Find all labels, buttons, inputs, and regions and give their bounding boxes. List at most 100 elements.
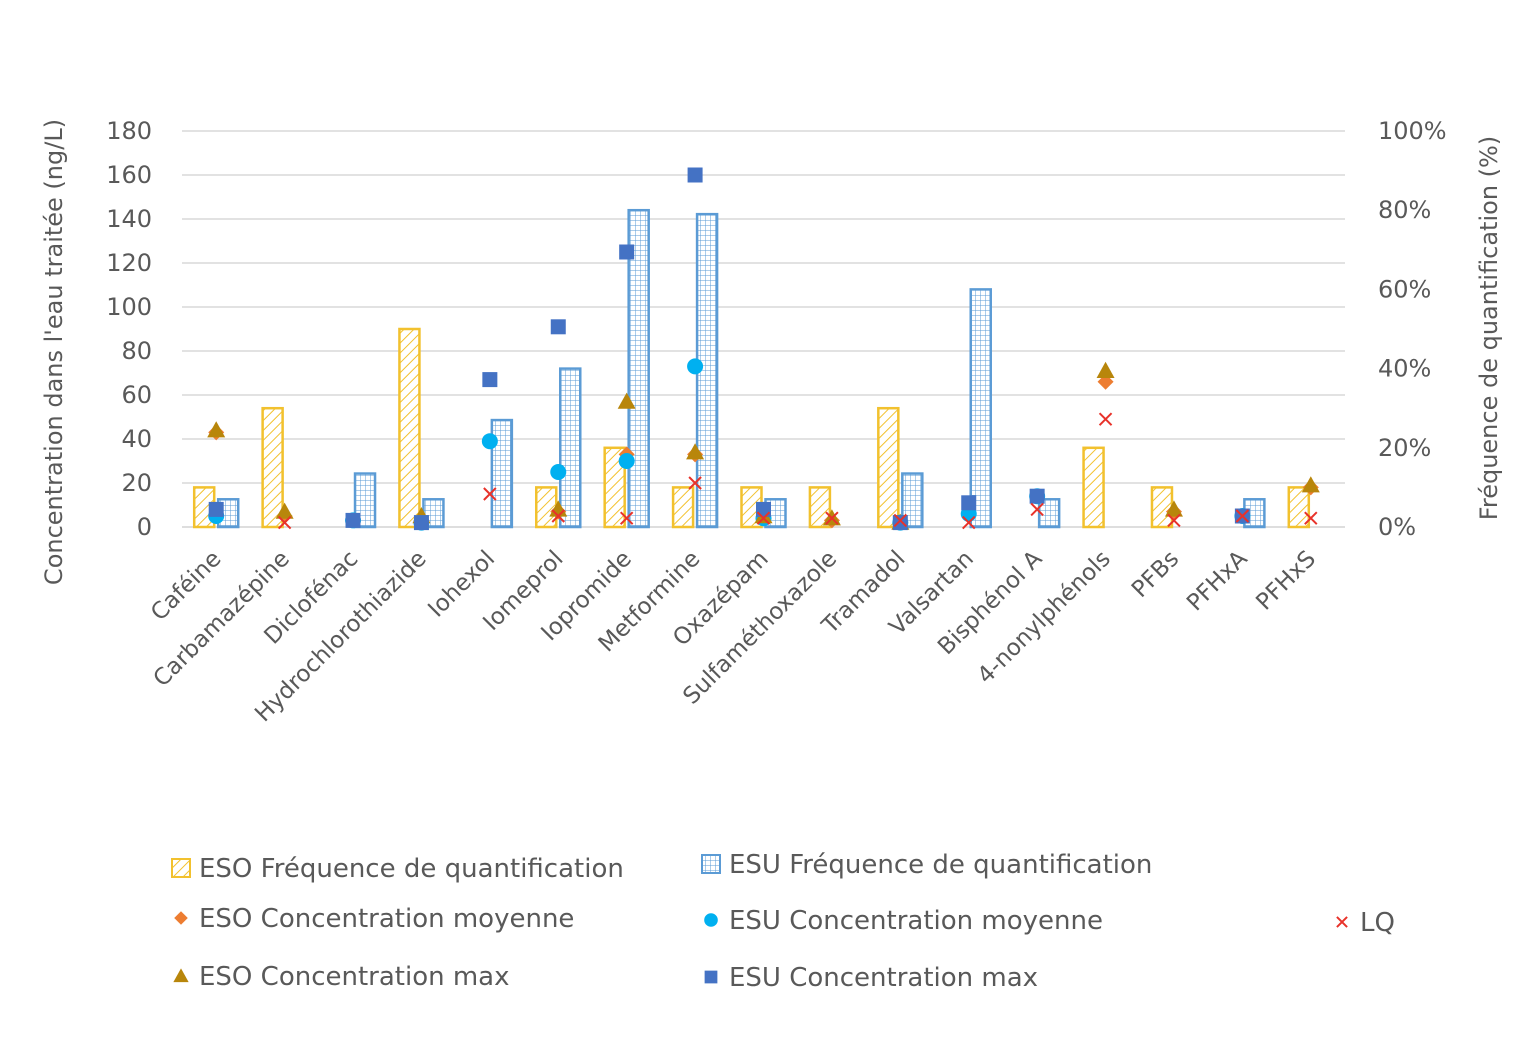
esu-frequency-bar <box>1037 498 1061 529</box>
y-axis-title: Concentration dans l'eau traitée (ng/L) <box>40 119 68 585</box>
y-tick-label: 60 <box>121 381 152 409</box>
eso-max-marker <box>686 443 705 460</box>
y2-tick-label: 80% <box>1378 196 1431 224</box>
lq-marker <box>1098 412 1113 426</box>
esu-max-marker <box>756 501 771 517</box>
legend-swatch <box>173 968 189 983</box>
y-tick-label: 20 <box>121 469 152 497</box>
eso-max-marker <box>1096 361 1115 378</box>
legend-label: ESU Concentration max <box>729 963 1038 993</box>
esu-max-marker <box>413 515 429 531</box>
lq-marker <box>688 476 702 490</box>
esu-frequency-bar <box>901 472 924 529</box>
eso-frequency-bar <box>877 406 900 529</box>
legend: ESO Fréquence de quantification ESU Fréqu… <box>171 850 1395 993</box>
esu-max-marker <box>482 372 498 388</box>
lq-marker <box>483 487 497 501</box>
esu-mean-marker <box>550 464 567 480</box>
eso-max-marker <box>1164 500 1183 517</box>
lq-marker <box>1167 513 1181 528</box>
legend-swatch <box>704 970 718 984</box>
legend-label: ESU Concentration moyenne <box>729 906 1103 936</box>
esu-frequency-bar <box>490 418 514 529</box>
eso-frequency-bar <box>1082 446 1105 529</box>
legend-swatch <box>171 858 191 878</box>
eso-frequency-bar <box>261 406 284 529</box>
legend-item: ESO Concentration moyenne <box>174 904 574 934</box>
legend-swatch <box>1336 916 1348 928</box>
lq-marker <box>1030 502 1044 517</box>
y-tick-label: 180 <box>106 117 152 145</box>
legend-label: ESO Concentration max <box>199 962 510 992</box>
esu-mean-marker <box>481 433 498 450</box>
esu-mean-marker <box>618 453 635 469</box>
eso-max-marker <box>207 421 226 438</box>
bars <box>192 208 1311 529</box>
eso-frequency-bar <box>1287 486 1311 529</box>
eso-frequency-bar <box>398 327 421 529</box>
y-tick-label: 100 <box>106 293 152 321</box>
lq-marker <box>1235 509 1250 523</box>
legend-item: ESU Concentration moyenne <box>704 906 1103 936</box>
esu-max-marker <box>550 319 566 335</box>
legend-item: ESU Concentration max <box>704 963 1038 993</box>
legend-item: ESO Concentration max <box>173 962 510 992</box>
legend-label: ESO Concentration moyenne <box>199 904 574 934</box>
category-label: PFBs <box>1127 546 1184 603</box>
esu-max-marker <box>892 515 908 531</box>
lq-marker <box>756 511 771 525</box>
lq-marker <box>551 509 565 523</box>
lq-marker <box>825 511 839 525</box>
esu-max-marker <box>961 495 977 511</box>
y2-axis-title: Fréquence de quantification (%) <box>1475 136 1503 520</box>
y2-tick-label: 0% <box>1378 513 1416 541</box>
legend-label: ESO Fréquence de quantification <box>199 854 624 884</box>
gridlines <box>182 130 1345 528</box>
y2-tick-label: 60% <box>1378 275 1431 303</box>
right-axis-ticks: 0% 20% 40% 60% 80% 100% <box>1378 117 1447 541</box>
esu-max-marker <box>619 244 635 260</box>
esu-max-marker <box>345 512 361 528</box>
legend-item: ESO Fréquence de quantification <box>171 854 624 884</box>
eso-frequency-bar <box>808 486 832 529</box>
category-label: PFHxS <box>1251 546 1321 616</box>
y-tick-label: 0 <box>137 513 152 541</box>
legend-label: LQ <box>1360 908 1395 938</box>
lq-marker <box>1304 511 1318 525</box>
lq-marker <box>893 513 908 528</box>
esu-max-marker <box>208 501 224 517</box>
eso-frequency-bar <box>1150 486 1174 529</box>
esu-mean-marker <box>687 358 704 375</box>
y-tick-label: 120 <box>106 249 152 277</box>
esu-frequency-bar <box>969 288 992 529</box>
y-tick-label: 80 <box>121 337 152 365</box>
esu-frequency-bar <box>559 367 582 529</box>
esu-max-marker <box>1029 488 1045 504</box>
y2-tick-label: 20% <box>1378 434 1431 462</box>
y-tick-label: 40 <box>121 425 152 453</box>
eso-max-marker <box>617 392 636 409</box>
esu-frequency-bar <box>627 208 650 529</box>
category-labels: CaféineCarbamazépineDiclofénacHydrochlor… <box>146 546 1321 728</box>
lq-marker <box>962 515 976 530</box>
lq-marker <box>619 511 634 525</box>
legend-swatch <box>704 913 718 927</box>
y2-tick-label: 40% <box>1378 355 1431 383</box>
legend-label: ESU Fréquence de quantification <box>729 850 1152 880</box>
left-axis-ticks: 0 20 40 60 80 100 120 140 160 180 <box>106 117 152 541</box>
legend-item: LQ <box>1336 908 1395 938</box>
y-tick-label: 140 <box>106 205 152 233</box>
esu-max-marker <box>687 167 703 183</box>
lq-marker <box>277 515 292 530</box>
y-tick-label: 160 <box>106 161 152 189</box>
eso-frequency-bar <box>603 446 626 529</box>
y2-tick-label: 100% <box>1378 117 1447 145</box>
markers <box>207 167 1320 531</box>
eso-max-marker <box>275 502 294 519</box>
eso-max-marker <box>1301 476 1320 493</box>
eso-frequency-bar <box>671 486 695 529</box>
legend-swatch <box>701 854 721 874</box>
legend-swatch <box>174 911 188 925</box>
category-label: PFHxA <box>1182 546 1253 617</box>
